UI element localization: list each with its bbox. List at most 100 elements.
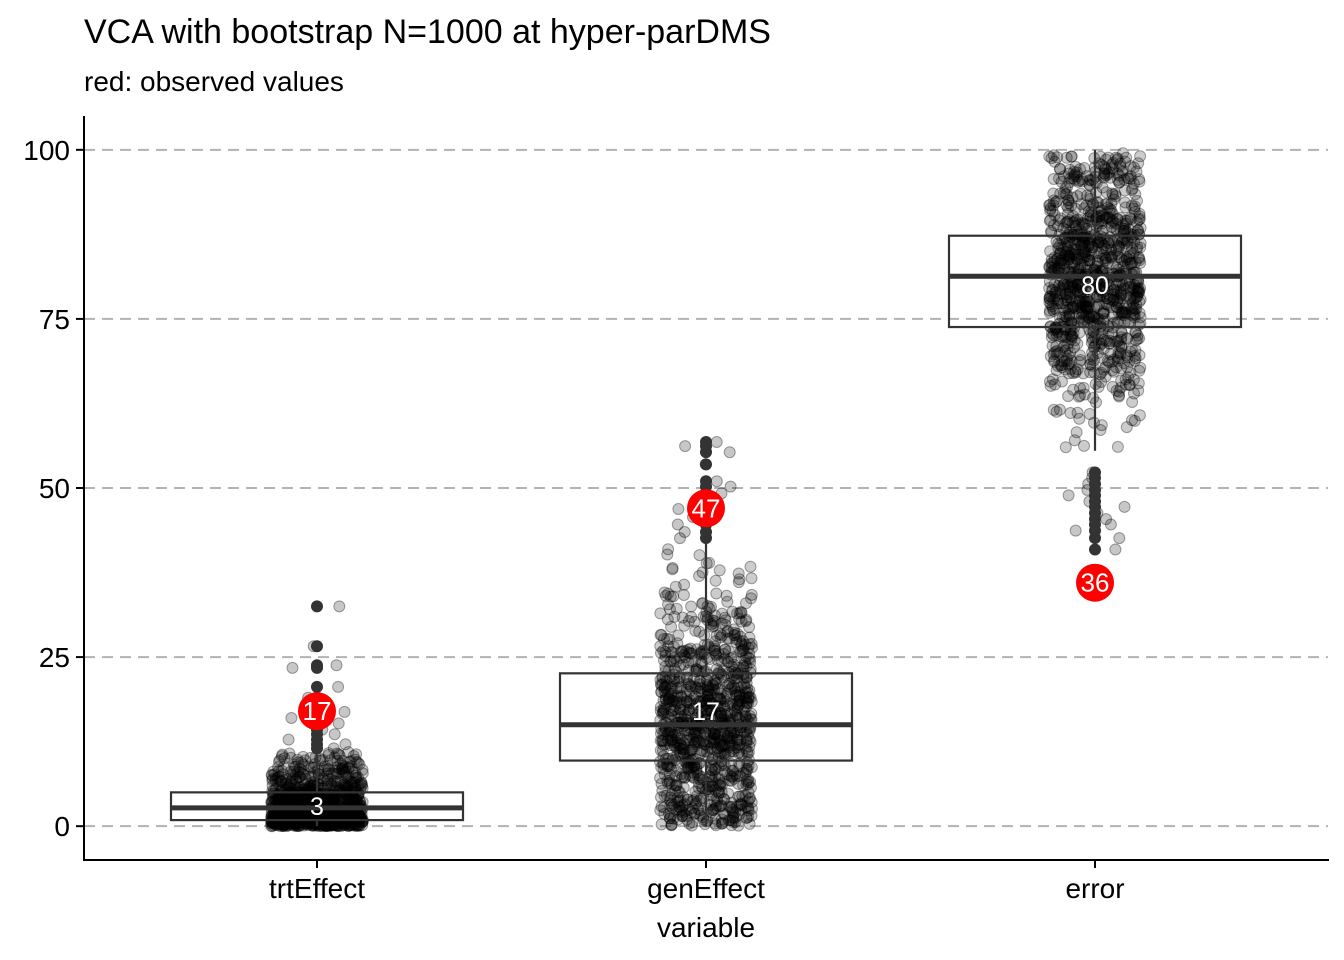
bootstrap-point (305, 793, 318, 806)
bootstrap-point (735, 645, 748, 658)
bootstrap-point (282, 782, 295, 795)
bootstrap-point (318, 787, 331, 800)
x-tick-label: genEffect (647, 873, 765, 904)
bootstrap-point (663, 633, 676, 646)
bootstrap-point (352, 810, 365, 823)
observed-value-label: 47 (692, 493, 721, 523)
bootstrap-point (299, 818, 312, 831)
bootstrap-point (325, 767, 338, 780)
y-tick-label: 75 (39, 304, 70, 335)
bootstrap-point (663, 693, 676, 705)
bootstrap-point (677, 737, 690, 750)
bootstrap-point (1044, 375, 1056, 388)
bootstrap-point (346, 776, 359, 789)
bootstrap-point (331, 754, 344, 767)
bootstrap-point (1056, 375, 1068, 388)
bootstrap-point (331, 776, 344, 788)
bootstrap-point (1097, 224, 1110, 237)
bootstrap-point (1118, 357, 1131, 370)
outlier-point (700, 532, 712, 545)
bootstrap-outlier-point (1104, 518, 1117, 531)
bootstrap-point (355, 776, 368, 789)
bootstrap-point (1133, 318, 1145, 331)
bootstrap-point (356, 778, 368, 791)
bootstrap-point (269, 818, 282, 831)
bootstrap-point (1132, 287, 1145, 299)
bootstrap-outlier-point (674, 532, 686, 545)
bootstrap-point (336, 761, 349, 774)
bootstrap-point (288, 812, 301, 825)
bootstrap-point (1051, 252, 1064, 265)
bootstrap-outlier-point (282, 733, 295, 746)
bootstrap-point (315, 787, 328, 800)
y-tick-label: 25 (39, 642, 70, 673)
bootstrap-point (1112, 251, 1125, 263)
bootstrap-point (1126, 396, 1139, 408)
y-tick-label: 0 (54, 811, 70, 842)
bootstrap-point (685, 600, 698, 613)
bootstrap-point (285, 775, 298, 788)
bootstrap-point (356, 763, 369, 776)
bootstrap-point (356, 767, 369, 780)
bootstrap-point (268, 815, 281, 828)
bootstrap-point (275, 775, 288, 788)
bootstrap-point (1077, 381, 1090, 394)
bootstrap-point (1119, 217, 1132, 230)
median-value-label: 17 (692, 698, 720, 726)
bootstrap-point (286, 772, 299, 785)
bootstrap-point (732, 576, 745, 589)
bootstrap-point (345, 760, 358, 773)
bootstrap-point (271, 772, 284, 785)
bootstrap-point (349, 766, 362, 778)
bootstrap-point (325, 779, 338, 791)
bootstrap-point (330, 768, 343, 781)
bootstrap-point (272, 793, 285, 806)
bootstrap-point (709, 574, 722, 587)
bootstrap-point (675, 768, 688, 780)
bootstrap-point (332, 767, 345, 780)
bootstrap-point (721, 699, 734, 712)
bootstrap-outlier-point (339, 738, 352, 751)
bootstrap-point (314, 790, 327, 803)
bootstrap-point (709, 648, 722, 660)
bootstrap-point (1133, 364, 1146, 377)
bootstrap-point (273, 770, 286, 783)
bootstrap-point (727, 623, 740, 636)
bootstrap-point (285, 751, 297, 764)
bootstrap-point (338, 778, 351, 791)
bootstrap-point (1132, 157, 1145, 170)
bootstrap-point (275, 750, 288, 763)
bootstrap-point (335, 757, 348, 770)
bootstrap-point (288, 765, 301, 778)
bootstrap-outlier-point (710, 475, 723, 488)
bootstrap-point (343, 755, 356, 768)
bootstrap-outlier-point (338, 705, 351, 718)
bootstrap-point (350, 793, 363, 806)
bootstrap-point (342, 746, 355, 759)
bootstrap-point (1097, 169, 1110, 182)
bootstrap-point (1077, 367, 1090, 380)
bootstrap-point (307, 779, 319, 792)
bootstrap-point (1050, 364, 1063, 377)
bootstrap-point (309, 793, 322, 806)
bootstrap-point (713, 564, 726, 577)
bootstrap-outlier-point (327, 742, 340, 755)
bootstrap-point (1109, 188, 1122, 200)
bootstrap-point (685, 819, 698, 832)
bootstrap-point (731, 726, 744, 739)
bootstrap-point (315, 812, 328, 825)
bootstrap-point (1091, 254, 1104, 267)
bootstrap-point (336, 765, 349, 778)
bootstrap-point (1074, 213, 1087, 226)
bootstrap-point (296, 768, 309, 780)
bootstrap-point (333, 749, 346, 762)
observed-value-label: 17 (303, 696, 332, 726)
bootstrap-point (1048, 155, 1061, 168)
bootstrap-point (296, 787, 309, 800)
bootstrap-point (272, 777, 285, 789)
bootstrap-point (1062, 390, 1075, 403)
bootstrap-point (337, 787, 349, 800)
bootstrap-point (343, 788, 356, 800)
bootstrap-point (1103, 337, 1116, 350)
bootstrap-point (329, 793, 342, 806)
